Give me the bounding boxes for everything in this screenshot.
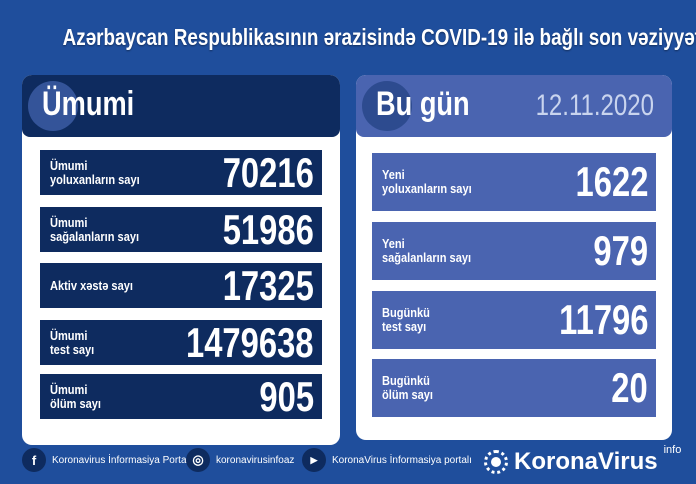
stat-value: 1479638 — [186, 318, 314, 366]
stat-label: Bugünkü ölüm sayı — [382, 374, 433, 402]
stat-label-line: Aktiv xəstə sayı — [50, 277, 133, 293]
stat-row: Aktiv xəstə sayı 17325 — [40, 261, 322, 309]
stat-label-line: yoluxanların sayı — [382, 181, 472, 196]
youtube-icon: ▶ — [302, 448, 326, 472]
facebook-link[interactable]: f Koronavirus İnformasiya Portalı — [22, 448, 192, 472]
stat-row: Bugünkü ölüm sayı 20 — [372, 359, 656, 417]
virus-icon — [362, 81, 412, 131]
stat-label-line: ölüm sayı — [50, 395, 101, 411]
stat-label: Bugünkü test sayı — [382, 306, 430, 334]
youtube-label: KoronaVirus İnformasiya portalı — [332, 454, 472, 466]
instagram-label: koronavirusinfoaz — [216, 454, 295, 466]
stat-label-line: test sayı — [50, 341, 95, 357]
facebook-label: Koronavirus İnformasiya Portalı — [52, 454, 192, 466]
stat-row: Yeni yoluxanların sayı 1622 — [372, 153, 656, 211]
stat-value: 17325 — [222, 261, 314, 309]
stat-row: Ümumi test sayı 1479638 — [40, 318, 322, 366]
facebook-icon: f — [22, 448, 46, 472]
total-panel: Ümumi Ümumi yoluxanların sayı 70216 Ümumi sa… — [22, 75, 340, 445]
stat-label: Ümumi sağalanların sayı — [50, 214, 140, 244]
instagram-link[interactable]: ◎ koronavirusinfoaz — [186, 448, 294, 472]
stat-label-line: Ümumi — [50, 157, 88, 173]
stat-label-line: Ümumi — [50, 381, 88, 397]
stat-value: 51986 — [222, 205, 314, 253]
stat-row: Yeni sağalanların sayı 979 — [372, 222, 656, 280]
stat-label-line: ölüm sayı — [382, 387, 433, 402]
youtube-link[interactable]: ▶ KoronaVirus İnformasiya portalı — [302, 448, 472, 472]
stat-label: Ümumi ölüm sayı — [50, 381, 101, 411]
stat-value: 979 — [593, 227, 648, 274]
stat-row: Ümumi sağalanların sayı 51986 — [40, 205, 322, 253]
stat-label-line: Ümumi — [50, 327, 88, 343]
stat-row: Ümumi yoluxanların sayı 70216 — [40, 148, 322, 196]
brand-logo: KoronaVirus info — [484, 444, 681, 476]
stat-label-line: Bugünkü — [382, 305, 430, 320]
stat-row: Ümumi ölüm sayı 905 — [40, 372, 322, 420]
stat-value: 905 — [259, 372, 314, 420]
footer: f Koronavirus İnformasiya Portalı ◎ korona… — [0, 444, 696, 478]
brand-sup: info — [663, 444, 682, 456]
brand-name: KoronaVirus — [514, 448, 658, 475]
stat-label-line: Bugünkü — [382, 373, 430, 388]
stat-label: Yeni sağalanların sayı — [382, 237, 471, 265]
total-header: Ümumi — [22, 75, 340, 137]
stat-value: 70216 — [222, 148, 314, 196]
stat-label-line: test sayı — [382, 319, 427, 334]
virus-icon — [28, 81, 78, 131]
stat-value: 20 — [611, 364, 648, 411]
stat-label: Ümumi test sayı — [50, 327, 95, 357]
stat-label-line: Ümumi — [50, 214, 88, 230]
stat-label-line: sağalanların sayı — [50, 228, 140, 244]
total-heading: Ümumi — [42, 85, 135, 123]
stat-label-line: Yeni — [382, 236, 405, 251]
sun-virus-icon — [484, 450, 508, 474]
stat-label-line: Yeni — [382, 167, 405, 182]
date: 12.11.2020 — [535, 89, 654, 122]
instagram-icon: ◎ — [186, 448, 210, 472]
today-header: Bu gün 12.11.2020 — [356, 75, 672, 137]
stat-value: 1622 — [575, 158, 648, 205]
today-panel: Bu gün 12.11.2020 Yeni yoluxanların sayı 1… — [356, 75, 672, 440]
stat-value: 11796 — [558, 296, 648, 343]
stat-label: Ümumi yoluxanların sayı — [50, 157, 140, 187]
stat-row: Bugünkü test sayı 11796 — [372, 291, 656, 349]
stat-label: Yeni yoluxanların sayı — [382, 168, 472, 196]
today-heading: Bu gün — [376, 85, 470, 123]
stat-label-line: sağalanların sayı — [382, 250, 472, 265]
page-title: Azərbaycan Respublikasının ərazisində CO… — [62, 24, 696, 50]
stat-label-line: yoluxanların sayı — [50, 171, 140, 187]
stat-label: Aktiv xəstə sayı — [50, 277, 133, 293]
